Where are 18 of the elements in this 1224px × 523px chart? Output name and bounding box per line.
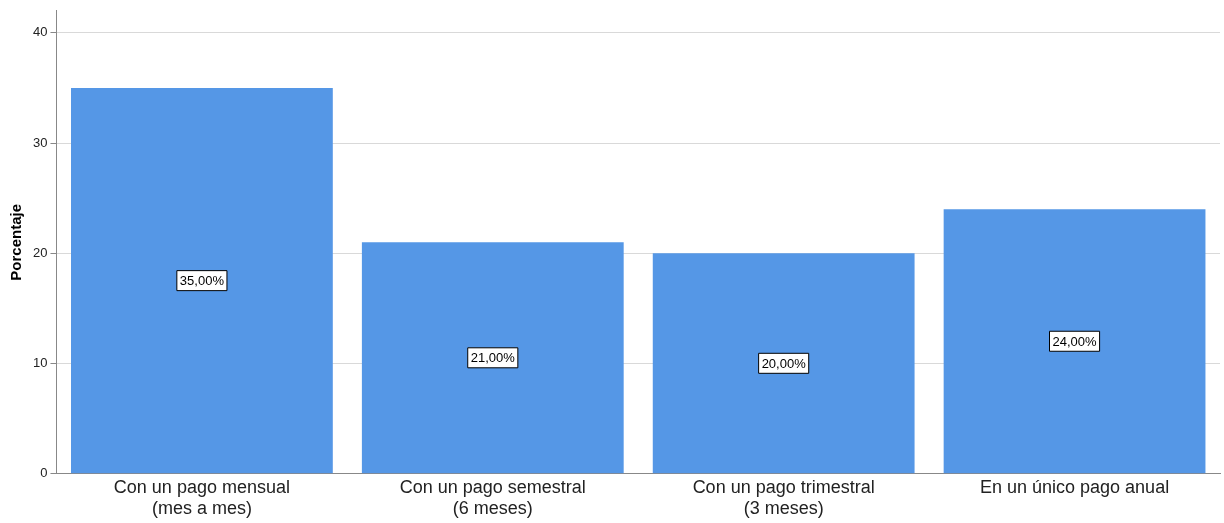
y-tick-label: 0 xyxy=(40,465,48,481)
x-tick-label: Con un pago trimestral (3 meses) xyxy=(692,476,875,519)
x-tick-label: Con un pago mensual (mes a mes) xyxy=(113,476,290,519)
y-tick-label: 40 xyxy=(32,24,48,40)
bar xyxy=(943,209,1206,474)
y-axis-title: Porcentaje xyxy=(7,203,25,281)
x-tick-label: En un único pago anual xyxy=(979,476,1170,497)
x-tick-label: Con un pago semestral (6 meses) xyxy=(399,476,586,519)
bar xyxy=(71,87,333,474)
data-label: 20,00% xyxy=(761,355,807,371)
y-tick-label: 20 xyxy=(32,244,48,260)
bar xyxy=(652,253,915,474)
data-label: 21,00% xyxy=(470,350,516,366)
data-label: 35,00% xyxy=(179,273,225,289)
data-label: 24,00% xyxy=(1052,333,1098,349)
y-tick-label: 10 xyxy=(32,355,48,371)
y-tick-label: 30 xyxy=(32,134,48,150)
bar xyxy=(361,242,624,474)
